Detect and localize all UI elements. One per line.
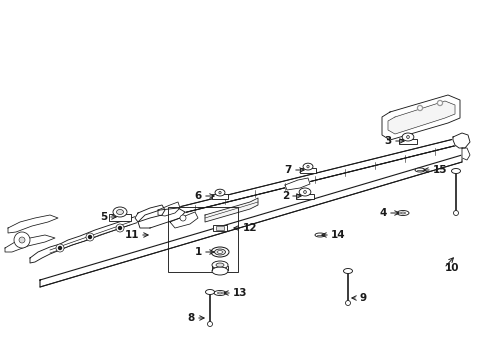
Circle shape: [89, 235, 92, 239]
Text: 1: 1: [195, 247, 202, 257]
Ellipse shape: [307, 165, 309, 168]
Polygon shape: [382, 95, 460, 140]
Ellipse shape: [415, 168, 425, 172]
Bar: [168, 207, 238, 272]
Polygon shape: [175, 137, 462, 215]
Circle shape: [454, 211, 459, 216]
Bar: [399, 139, 417, 144]
Circle shape: [14, 232, 30, 248]
Text: 9: 9: [359, 293, 366, 303]
Polygon shape: [138, 208, 185, 228]
Ellipse shape: [215, 249, 225, 255]
Circle shape: [419, 107, 421, 109]
Ellipse shape: [117, 210, 123, 215]
Ellipse shape: [212, 261, 228, 269]
Polygon shape: [205, 198, 258, 222]
Text: 10: 10: [445, 263, 460, 273]
Ellipse shape: [113, 207, 127, 217]
Circle shape: [86, 233, 94, 241]
Ellipse shape: [214, 291, 226, 296]
Text: 13: 13: [233, 288, 247, 298]
Ellipse shape: [304, 190, 306, 194]
Bar: [216, 226, 224, 230]
Circle shape: [345, 301, 350, 306]
Ellipse shape: [219, 191, 221, 194]
Bar: [300, 168, 316, 172]
Circle shape: [116, 224, 124, 232]
Ellipse shape: [407, 135, 409, 139]
Ellipse shape: [211, 247, 229, 257]
Polygon shape: [5, 235, 55, 252]
Ellipse shape: [218, 292, 222, 294]
Ellipse shape: [299, 188, 311, 196]
Circle shape: [439, 102, 441, 104]
Circle shape: [207, 321, 213, 327]
Text: 2: 2: [282, 191, 289, 201]
Polygon shape: [30, 215, 145, 263]
Text: 15: 15: [433, 165, 447, 175]
Circle shape: [19, 237, 25, 243]
Ellipse shape: [216, 263, 224, 267]
Circle shape: [438, 100, 442, 105]
Ellipse shape: [451, 168, 461, 174]
Polygon shape: [158, 202, 180, 216]
Circle shape: [56, 244, 64, 252]
Polygon shape: [453, 133, 470, 148]
Polygon shape: [175, 137, 462, 215]
Polygon shape: [170, 212, 198, 228]
Polygon shape: [40, 155, 462, 287]
Circle shape: [119, 226, 122, 230]
Text: 12: 12: [243, 223, 258, 233]
Bar: [296, 194, 314, 199]
Polygon shape: [135, 205, 165, 222]
Text: 8: 8: [188, 313, 195, 323]
Text: 6: 6: [195, 191, 202, 201]
Ellipse shape: [343, 269, 352, 274]
Polygon shape: [388, 101, 455, 134]
Circle shape: [417, 105, 422, 111]
Ellipse shape: [397, 211, 409, 216]
Circle shape: [58, 247, 62, 249]
Bar: [109, 214, 131, 221]
Ellipse shape: [215, 189, 225, 196]
Ellipse shape: [205, 289, 215, 294]
Polygon shape: [462, 148, 470, 160]
Polygon shape: [8, 215, 58, 233]
Text: 5: 5: [100, 212, 107, 222]
Polygon shape: [285, 178, 310, 190]
Text: 14: 14: [331, 230, 345, 240]
Bar: [212, 194, 228, 199]
Text: 3: 3: [385, 136, 392, 146]
Text: 4: 4: [380, 208, 387, 218]
Text: 11: 11: [124, 230, 139, 240]
Bar: [213, 225, 227, 231]
Text: 7: 7: [285, 165, 292, 175]
Ellipse shape: [218, 251, 222, 253]
Ellipse shape: [212, 267, 228, 275]
Ellipse shape: [400, 212, 406, 214]
Ellipse shape: [402, 133, 414, 141]
Circle shape: [180, 215, 186, 221]
Ellipse shape: [315, 233, 325, 237]
Polygon shape: [40, 137, 462, 287]
Ellipse shape: [303, 163, 313, 170]
